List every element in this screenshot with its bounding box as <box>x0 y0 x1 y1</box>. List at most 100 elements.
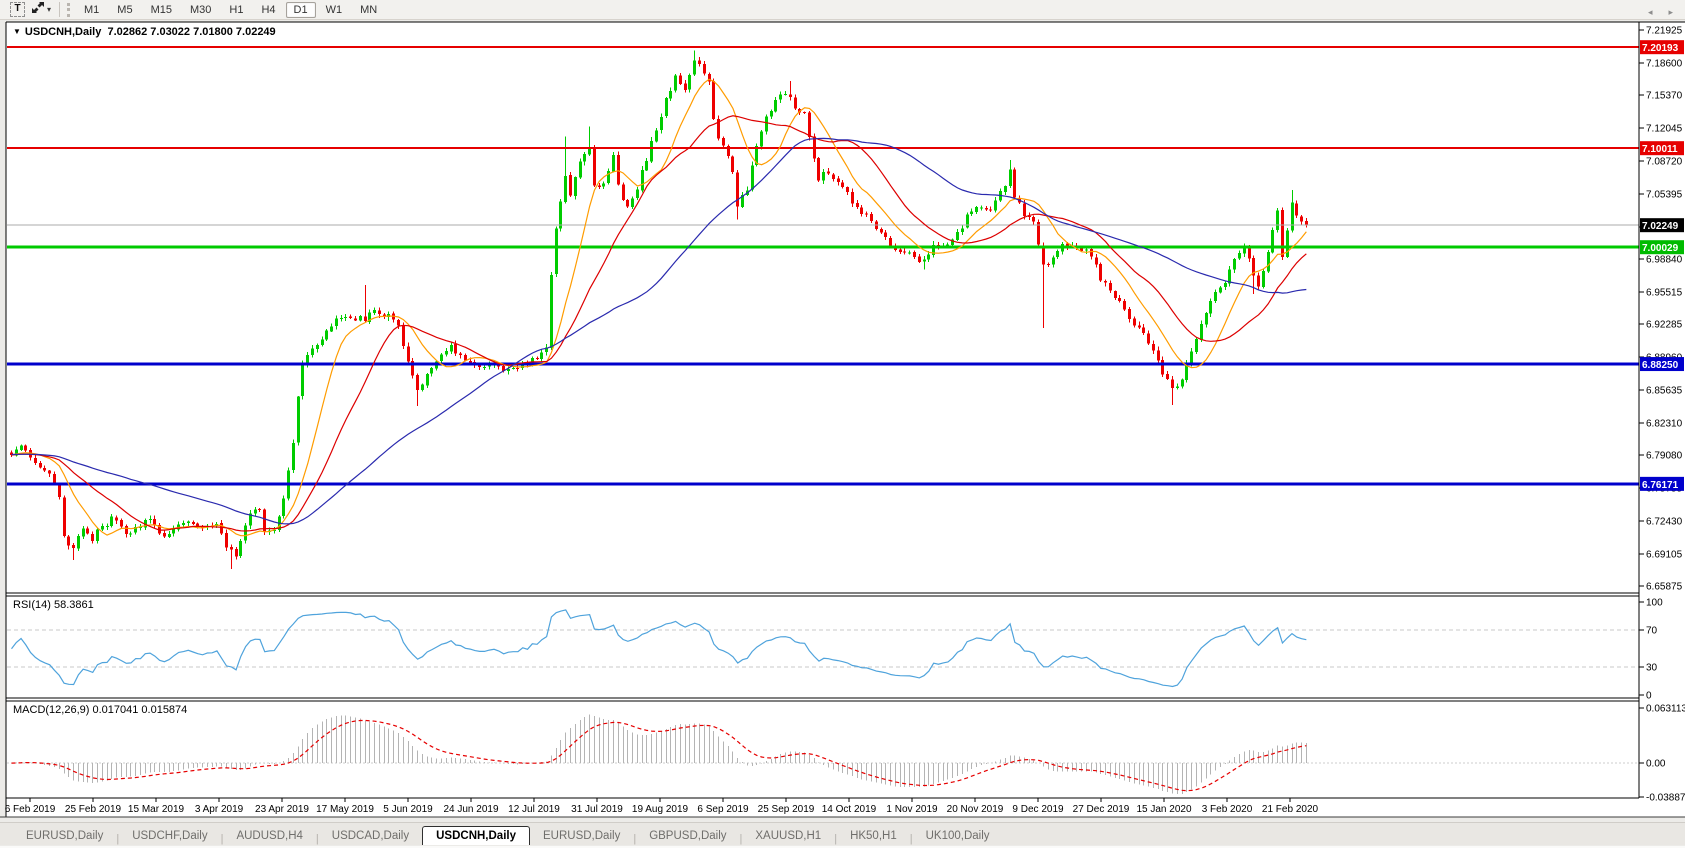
svg-text:19 Aug 2019: 19 Aug 2019 <box>632 804 689 815</box>
tab-separator: | <box>315 833 319 845</box>
svg-text:6.82310: 6.82310 <box>1646 418 1683 429</box>
svg-text:6.72430: 6.72430 <box>1646 516 1683 527</box>
svg-text:14 Oct 2019: 14 Oct 2019 <box>822 804 877 815</box>
dropdown-caret-icon: ▾ <box>47 5 52 14</box>
svg-text:7.18600: 7.18600 <box>1646 58 1683 69</box>
arrows-tool-icon <box>31 1 45 19</box>
arrows-tool-button[interactable]: ▾ <box>28 1 54 19</box>
svg-text:3 Feb 2020: 3 Feb 2020 <box>1202 804 1253 815</box>
svg-text:6 Feb 2019: 6 Feb 2019 <box>5 804 56 815</box>
svg-text:6.76171: 6.76171 <box>1642 480 1679 491</box>
toolbar-separator <box>59 2 61 17</box>
tab-scroll-left-button[interactable]: ◂ <box>1647 7 1653 17</box>
svg-text:17 May 2019: 17 May 2019 <box>316 804 374 815</box>
text-label-tool-button[interactable]: T <box>7 1 28 19</box>
svg-text:7.12045: 7.12045 <box>1646 124 1683 135</box>
svg-text:15 Mar 2019: 15 Mar 2019 <box>128 804 185 815</box>
svg-text:5 Jun 2019: 5 Jun 2019 <box>383 804 433 815</box>
tab-uk100-daily[interactable]: UK100,Daily <box>925 830 990 842</box>
svg-text:31 Jul 2019: 31 Jul 2019 <box>571 804 623 815</box>
chart-title: ▼ USDCNH,Daily 7.02862 7.03022 7.01800 7.… <box>13 26 276 38</box>
timeframe-buttons: M1 M5 M15 M30 H1 H4 D1 W1 MN <box>75 1 386 18</box>
svg-text:1 Nov 2019: 1 Nov 2019 <box>886 804 938 815</box>
tab-eurusd-daily[interactable]: EURUSD,Daily <box>26 830 104 842</box>
symbol-tab-bar: EURUSD,Daily | USDCHF,Daily | AUDUSD,H4 | USDC… <box>0 822 1685 845</box>
tab-separator: | <box>909 833 913 845</box>
tab-separator: | <box>739 833 743 845</box>
svg-text:7.05395: 7.05395 <box>1646 189 1683 200</box>
tab-usdcad-daily[interactable]: USDCAD,Daily <box>331 830 410 842</box>
tab-scroll-right-button[interactable]: ▸ <box>1668 7 1673 17</box>
svg-text:6.95515: 6.95515 <box>1646 287 1683 298</box>
rsi-indicator-label: RSI(14) 58.3861 <box>13 599 94 611</box>
rsi-pane <box>7 609 1639 688</box>
chart-ohlc-values: 7.02862 7.03022 7.01800 7.02249 <box>107 26 276 38</box>
timeframe-MN[interactable]: MN <box>360 3 378 16</box>
svg-text:6.65875: 6.65875 <box>1646 581 1683 592</box>
chart-symbol-label: USDCNH,Daily <box>24 26 102 38</box>
svg-text:7.00029: 7.00029 <box>1642 243 1679 254</box>
svg-text:7.02249: 7.02249 <box>1642 221 1679 232</box>
tab-separator: | <box>834 833 838 845</box>
timeframe-M5[interactable]: M5 <box>117 3 133 16</box>
price-badges: 7.20193 7.10011 7.02249 7.00029 6.88250 6.761… <box>1640 40 1684 491</box>
svg-text:21 Feb 2020: 21 Feb 2020 <box>1262 804 1319 815</box>
svg-text:9 Dec 2019: 9 Dec 2019 <box>1012 804 1064 815</box>
svg-text:-0.038872: -0.038872 <box>1646 792 1685 803</box>
svg-text:6.79080: 6.79080 <box>1646 451 1683 462</box>
timeframe-H1[interactable]: H1 <box>229 3 244 16</box>
svg-text:30: 30 <box>1646 663 1658 674</box>
svg-text:24 Jun 2019: 24 Jun 2019 <box>443 804 498 815</box>
tab-usdcnh-daily[interactable]: USDCNH,Daily <box>422 826 530 845</box>
svg-text:70: 70 <box>1646 625 1658 636</box>
svg-text:100: 100 <box>1646 598 1663 609</box>
timeframe-W1[interactable]: W1 <box>325 3 343 16</box>
svg-text:25 Sep 2019: 25 Sep 2019 <box>758 804 815 815</box>
macd-pane <box>7 714 1639 795</box>
svg-text:0: 0 <box>1646 691 1652 702</box>
svg-text:6.88250: 6.88250 <box>1642 360 1679 371</box>
svg-text:15 Jan 2020: 15 Jan 2020 <box>1136 804 1191 815</box>
timeframe-D1[interactable]: D1 <box>285 1 316 18</box>
toolbar-drag-handle[interactable] <box>67 2 71 17</box>
time-axis[interactable]: 6 Feb 2019 25 Feb 2019 15 Mar 2019 3 Apr 20… <box>5 798 1319 815</box>
tab-eurusd-daily[interactable]: EURUSD,Daily <box>543 830 621 842</box>
svg-text:3 Apr 2019: 3 Apr 2019 <box>195 804 244 815</box>
timeframe-M1[interactable]: M1 <box>84 3 100 16</box>
svg-text:6.85635: 6.85635 <box>1646 385 1683 396</box>
svg-text:20 Nov 2019: 20 Nov 2019 <box>947 804 1004 815</box>
collapse-chart-icon[interactable]: ▼ <box>13 27 21 36</box>
svg-text:7.10011: 7.10011 <box>1642 144 1678 155</box>
tab-separator: | <box>116 833 120 845</box>
pane-borders <box>0 21 1685 818</box>
svg-text:7.21925: 7.21925 <box>1646 26 1683 37</box>
svg-text:6 Sep 2019: 6 Sep 2019 <box>697 804 749 815</box>
timeframe-M30[interactable]: M30 <box>189 3 212 16</box>
svg-text:25 Feb 2019: 25 Feb 2019 <box>65 804 122 815</box>
tab-xauusd-h1[interactable]: XAUUSD,H1 <box>755 830 822 842</box>
moving-average-lines <box>11 78 1307 537</box>
svg-text:7.08720: 7.08720 <box>1646 156 1683 167</box>
tab-gbpusd-daily[interactable]: GBPUSD,Daily <box>649 830 727 842</box>
tab-audusd-h4[interactable]: AUDUSD,H4 <box>236 830 303 842</box>
top-toolbar: T ▾ M1 M5 M15 M30 H1 H4 D1 W1 MN <box>0 0 1685 20</box>
svg-text:27 Dec 2019: 27 Dec 2019 <box>1073 804 1130 815</box>
tab-scroll-arrows: ◂ ▸ <box>1648 7 1673 18</box>
svg-text:6.98840: 6.98840 <box>1646 254 1683 265</box>
tab-usdchf-daily[interactable]: USDCHF,Daily <box>132 830 208 842</box>
tab-separator: | <box>220 833 224 845</box>
timeframe-H4[interactable]: H4 <box>261 3 276 16</box>
timeframe-M15[interactable]: M15 <box>150 3 172 16</box>
svg-text:7.15370: 7.15370 <box>1646 91 1683 102</box>
svg-text:6.92285: 6.92285 <box>1646 320 1683 331</box>
statusbar-strip <box>0 846 1685 848</box>
price-level-lines <box>7 46 1639 486</box>
text-tool-icon: T <box>10 2 25 17</box>
svg-text:0.063113: 0.063113 <box>1646 704 1685 715</box>
svg-text:7.20193: 7.20193 <box>1642 43 1679 54</box>
svg-text:12 Jul 2019: 12 Jul 2019 <box>508 804 560 815</box>
chart-canvas[interactable]: 7.21925 7.18600 7.15370 7.12045 7.08720 7.053… <box>0 0 1685 822</box>
svg-text:6.69105: 6.69105 <box>1646 549 1683 560</box>
tab-hk50-h1[interactable]: HK50,H1 <box>850 830 897 842</box>
macd-indicator-label: MACD(12,26,9) 0.017041 0.015874 <box>13 704 188 716</box>
